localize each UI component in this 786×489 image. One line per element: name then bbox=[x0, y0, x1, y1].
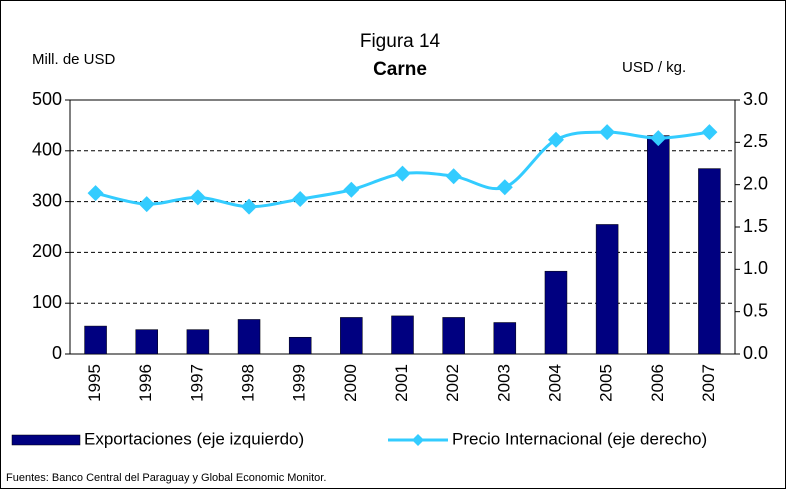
bar bbox=[391, 315, 414, 355]
y2-tick-label: 3.0 bbox=[743, 89, 768, 109]
y2-axis-label: USD / kg. bbox=[622, 59, 686, 76]
chart-title: Figura 14 bbox=[360, 31, 441, 52]
y2-tick-label: 0.5 bbox=[743, 300, 768, 320]
marker bbox=[701, 124, 718, 141]
bar bbox=[340, 317, 363, 355]
bar bbox=[595, 224, 619, 355]
marker bbox=[496, 179, 513, 196]
x-tick-label: 1996 bbox=[136, 364, 155, 402]
y2-tick-label: 0.0 bbox=[743, 343, 768, 363]
marker bbox=[138, 196, 155, 213]
y-tick-label: 500 bbox=[32, 89, 62, 109]
bar bbox=[237, 319, 261, 355]
y2-tick-label: 1.5 bbox=[743, 216, 768, 236]
x-tick-label: 2002 bbox=[443, 364, 462, 402]
x-tick-label: 2004 bbox=[545, 364, 564, 402]
bar bbox=[493, 322, 517, 355]
x-tick-label: 2001 bbox=[392, 364, 411, 402]
bar bbox=[288, 336, 312, 355]
legend-label: Precio Internacional (eje derecho) bbox=[452, 429, 707, 448]
chart-subtitle: Carne bbox=[373, 59, 427, 80]
legend-swatch bbox=[11, 434, 81, 446]
bar bbox=[135, 329, 158, 355]
bar bbox=[698, 168, 721, 355]
y-tick-label: 300 bbox=[32, 190, 62, 210]
bar bbox=[442, 317, 465, 355]
legend-label: Exportaciones (eje izquierdo) bbox=[84, 429, 304, 448]
x-tick-label: 2000 bbox=[341, 364, 360, 402]
x-tick-label: 2005 bbox=[597, 364, 616, 402]
x-tick-label: 1999 bbox=[290, 364, 309, 402]
marker bbox=[87, 185, 104, 202]
marker bbox=[241, 198, 258, 215]
y2-tick-label: 1.0 bbox=[743, 258, 768, 278]
y2-tick-label: 2.0 bbox=[743, 173, 768, 193]
marker bbox=[650, 130, 667, 147]
x-tick-label: 2003 bbox=[494, 364, 513, 402]
y2-tick-label: 2.5 bbox=[743, 131, 768, 151]
y-axis-label: Mill. de USD bbox=[32, 51, 116, 68]
bar bbox=[544, 270, 568, 355]
marker bbox=[547, 131, 564, 148]
source-note: Fuentes: Banco Central del Paraguay y Gl… bbox=[6, 472, 326, 484]
marker bbox=[394, 165, 411, 182]
y-tick-label: 100 bbox=[32, 292, 62, 312]
marker bbox=[189, 189, 206, 206]
x-tick-label: 2006 bbox=[648, 364, 667, 402]
x-tick-label: 2007 bbox=[699, 364, 718, 402]
bar bbox=[647, 135, 670, 355]
x-tick-label: 1995 bbox=[85, 364, 104, 402]
bar bbox=[84, 325, 107, 355]
y-tick-label: 200 bbox=[32, 241, 62, 261]
marker bbox=[292, 191, 309, 208]
marker bbox=[445, 168, 462, 185]
y-tick-label: 400 bbox=[32, 140, 62, 160]
bar bbox=[186, 329, 210, 355]
x-tick-label: 1997 bbox=[187, 364, 206, 402]
y-tick-label: 0 bbox=[52, 343, 62, 363]
marker bbox=[343, 181, 360, 198]
legend-marker bbox=[412, 434, 424, 446]
x-tick-label: 1998 bbox=[239, 364, 258, 402]
marker bbox=[599, 124, 616, 141]
